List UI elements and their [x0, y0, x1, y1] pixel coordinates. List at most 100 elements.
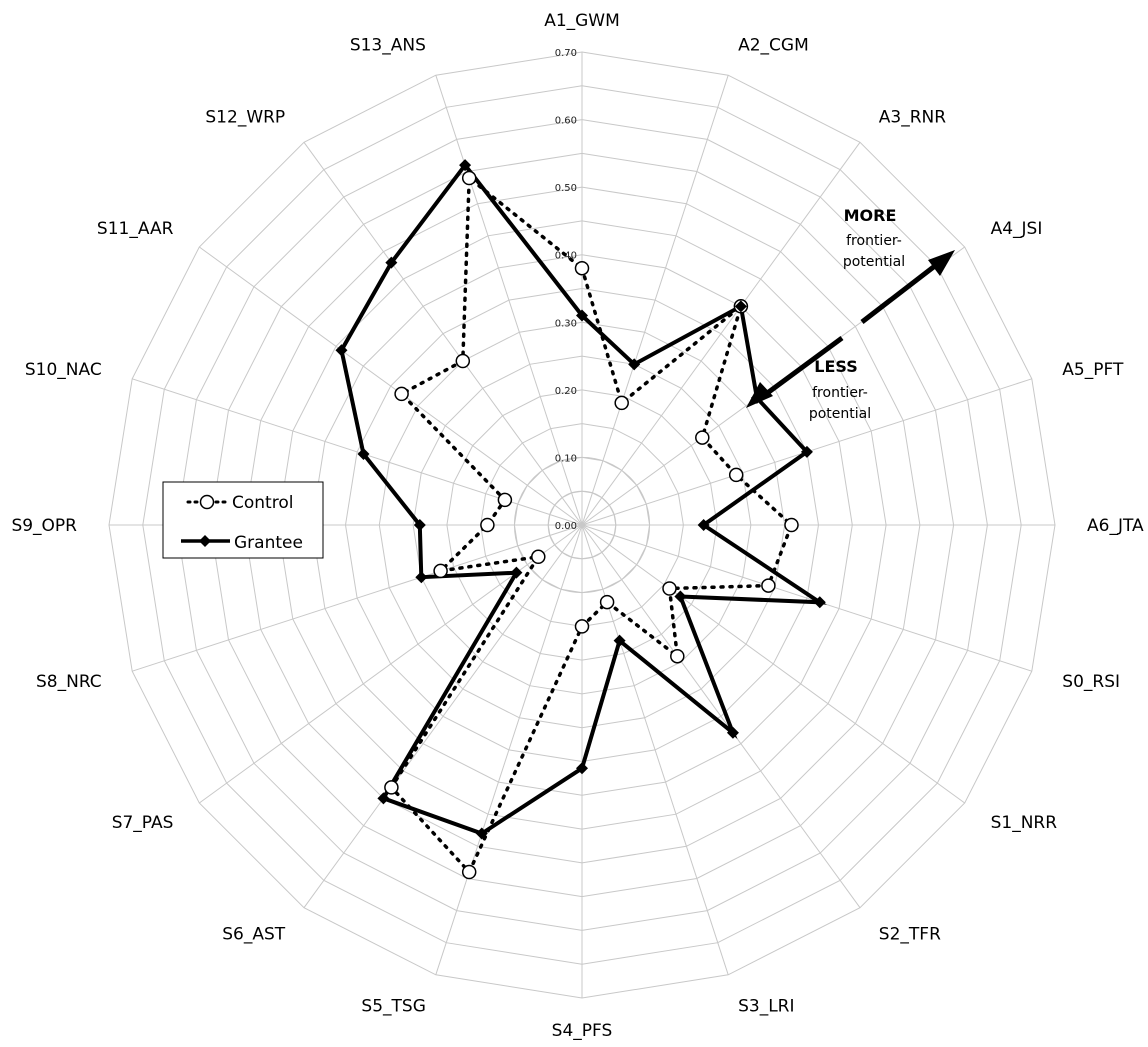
more-arrow-shaft [860, 260, 942, 324]
tick-label: 0.20 [555, 386, 577, 397]
axis-label-s9-opr: S9_OPR [11, 516, 77, 536]
axis-label-s11-aar: S11_AAR [97, 219, 174, 239]
axis-label-s4-pfs: S4_PFS [552, 1021, 613, 1041]
legend-control-marker [199, 494, 215, 510]
point-grantee-s2-tfr [726, 726, 739, 739]
point-control-a2-cgm [614, 395, 629, 411]
axis-label-a3-rnr: A3_RNR [879, 107, 946, 127]
axis-label-a5-pft: A5_PFT [1062, 360, 1124, 380]
axis-labels: A1_GWM A2_CGM A3_RNR A4_JSI A5_PFT A6_JTA S0_R… [11, 11, 1144, 1041]
point-grantee-s7-pas [510, 566, 523, 579]
axis-label-s5-tsg: S5_TSG [361, 996, 425, 1016]
legend: Control Grantee [162, 481, 324, 559]
grid-spoke [581, 524, 965, 804]
axis-label-s12-wrp: S12_WRP [205, 107, 285, 127]
radial-tick-labels: 0.00 0.10 0.20 0.30 0.40 0.50 0.60 0.70 [555, 48, 577, 532]
point-control-s11-aar [394, 386, 409, 402]
point-control-s5-tsg [461, 864, 477, 880]
point-grantee-s3-lri [613, 634, 626, 647]
axis-label-a1-gwm: A1_GWM [544, 11, 620, 31]
tick-label: 0.00 [555, 521, 577, 532]
grid-spoke [303, 142, 583, 526]
grid-spoke [435, 75, 583, 526]
series-layer [335, 159, 827, 880]
tick-label: 0.10 [555, 453, 577, 464]
axis-label-s8-nrc: S8_NRC [36, 672, 102, 692]
point-grantee-s12-wrp [385, 256, 398, 269]
point-grantee-a5-pft [800, 445, 813, 458]
point-grantee-s10-nac [357, 448, 370, 461]
more-title: MORE [844, 206, 897, 225]
point-control-s8-nrc [433, 563, 448, 579]
point-grantee-s4-pfs [576, 762, 588, 775]
grid-spoke [199, 246, 583, 526]
tick-label: 0.40 [555, 251, 577, 262]
axis-label-s13-ans: S13_ANS [350, 36, 426, 56]
grid-spoke [132, 524, 583, 672]
point-grantee-s13-ans [459, 159, 472, 172]
axis-label-a4-jsi: A4_JSI [991, 219, 1043, 239]
more-arrow-head [928, 250, 955, 276]
point-grantee-a6-jta [697, 519, 710, 531]
point-grantee-s1-nrr [674, 590, 687, 603]
axis-label-s2-tfr: S2_TFR [879, 925, 941, 945]
axis-label-s6-ast: S6_AST [222, 925, 286, 945]
axis-label-s3-lri: S3_LRI [738, 996, 794, 1016]
point-control-a1-gwm [574, 260, 590, 276]
point-control-s9-opr [480, 517, 495, 533]
point-grantee-s6-ast [377, 792, 390, 805]
point-grantee-s9-opr [413, 519, 426, 531]
less-arrow-head [746, 382, 773, 408]
less-sub-1: frontier- [812, 385, 868, 401]
axis-label-a2-cgm: A2_CGM [738, 36, 809, 56]
legend-control-label: Control [232, 493, 293, 513]
axis-label-s10-nac: S10_NAC [25, 360, 102, 380]
grid-spoke [581, 524, 729, 975]
point-grantee-a1-gwm [576, 309, 588, 322]
less-title: LESS [814, 357, 857, 376]
axis-label-a6-jta: A6_JTA [1087, 516, 1144, 536]
point-grantee-s8-nrc [415, 571, 428, 584]
point-control-s3-lri [599, 594, 615, 610]
grid-spoke [199, 524, 583, 804]
grid-spoke [303, 524, 583, 908]
point-control-s2-tfr [670, 648, 685, 664]
point-control-s12-wrp [455, 353, 471, 369]
tick-label: 0.70 [555, 48, 577, 59]
axis-label-s0-rsi: S0_RSI [1062, 672, 1120, 692]
grid-spoke [435, 524, 583, 975]
point-control-a6-jta [784, 517, 799, 533]
point-grantee-a2-cgm [628, 358, 641, 371]
grid-spoke [581, 75, 729, 526]
point-control-s7-pas [531, 549, 546, 565]
legend-grantee-marker [199, 535, 211, 547]
point-control-s0-rsi [761, 578, 776, 593]
tick-label: 0.30 [555, 318, 577, 329]
point-grantee-s0-rsi [813, 596, 826, 609]
point-grantee-a3-rnr [734, 300, 747, 313]
legend-box [162, 481, 324, 559]
less-arrow-shaft [760, 335, 844, 400]
point-control-s1-nrr [662, 581, 677, 596]
grid-spoke [581, 524, 1032, 672]
tick-label: 0.60 [555, 116, 577, 127]
grid-spoke [581, 524, 861, 908]
axis-label-s7-pas: S7_PAS [112, 813, 174, 833]
legend-grantee-label: Grantee [234, 533, 303, 553]
point-control-s6-ast [384, 780, 399, 795]
more-sub-2: potential [843, 254, 905, 270]
tick-label: 0.50 [555, 183, 577, 194]
point-grantee-s11-aar [335, 344, 348, 357]
point-control-a4-jsi [695, 430, 710, 445]
axis-label-s1-nrr: S1_NRR [991, 813, 1058, 833]
point-control-s4-pfs [574, 619, 590, 634]
more-sub-1: frontier- [846, 233, 902, 249]
frontier-annotation: MORE frontier- potential LESS frontier- … [746, 206, 955, 422]
point-control-s13-ans [461, 170, 477, 186]
point-grantee-s5-tsg [475, 827, 488, 840]
point-control-s10-nac [497, 492, 513, 508]
radar-grid [108, 51, 1056, 999]
grid-spoke [581, 142, 861, 526]
less-sub-2: potential [809, 406, 871, 422]
